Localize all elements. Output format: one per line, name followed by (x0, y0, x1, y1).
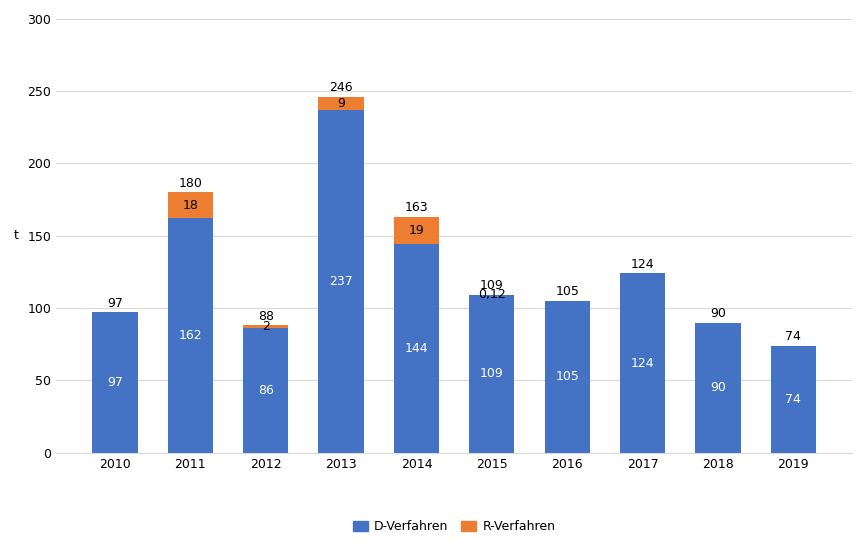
Text: 18: 18 (183, 199, 198, 212)
Text: 105: 105 (555, 285, 579, 298)
Text: 124: 124 (630, 356, 655, 370)
Bar (319, 110, 364, 453)
Bar (695, 322, 740, 453)
Y-axis label: t: t (14, 229, 19, 242)
Text: 124: 124 (630, 257, 655, 271)
Text: 0,12: 0,12 (478, 289, 506, 301)
Text: 2: 2 (262, 320, 269, 333)
Text: 90: 90 (710, 307, 726, 320)
Bar (168, 192, 213, 218)
Bar (620, 273, 665, 453)
Text: 237: 237 (329, 275, 353, 288)
Bar (545, 301, 590, 453)
Text: 90: 90 (710, 381, 726, 394)
Bar (319, 97, 364, 110)
Text: 144: 144 (404, 342, 429, 355)
Text: 74: 74 (785, 393, 801, 406)
Text: 109: 109 (480, 279, 504, 292)
Text: 74: 74 (785, 330, 801, 343)
Bar (771, 345, 816, 453)
Text: 246: 246 (329, 81, 353, 94)
Bar (469, 295, 514, 453)
Text: 97: 97 (107, 296, 123, 310)
Bar (243, 326, 288, 328)
Bar (394, 245, 439, 453)
Text: 180: 180 (178, 176, 203, 190)
Bar (243, 328, 288, 453)
Text: 19: 19 (409, 224, 424, 237)
Bar (93, 312, 138, 453)
Legend: D-Verfahren, R-Verfahren: D-Verfahren, R-Verfahren (348, 515, 560, 538)
Text: 162: 162 (178, 329, 202, 342)
Text: 88: 88 (258, 310, 274, 322)
Text: 9: 9 (337, 97, 345, 110)
Text: 86: 86 (258, 384, 274, 397)
Text: 97: 97 (107, 376, 123, 389)
Bar (168, 218, 213, 453)
Text: 163: 163 (404, 201, 429, 214)
Text: 109: 109 (480, 368, 504, 380)
Bar (394, 217, 439, 245)
Text: 105: 105 (555, 370, 579, 383)
